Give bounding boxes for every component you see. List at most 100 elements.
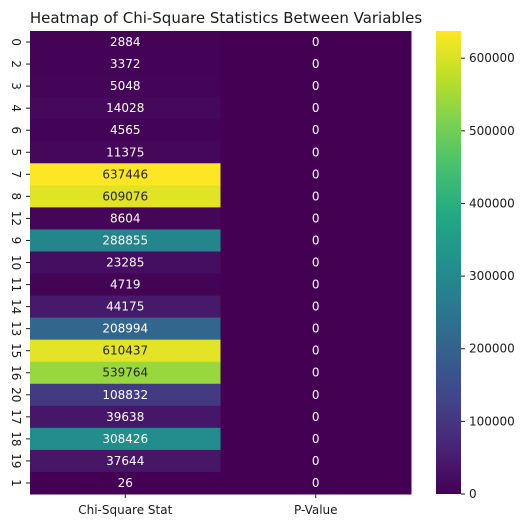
heatmap-cell <box>30 361 221 385</box>
cell-value-label: 0 <box>312 145 320 159</box>
cell-value-label: 0 <box>312 300 320 314</box>
heatmap-cell <box>30 317 221 341</box>
heatmap-cell <box>220 427 412 451</box>
heatmap-cell <box>220 229 412 252</box>
cell-value-label: 0 <box>312 454 320 468</box>
row-tick-label: 9 <box>9 237 23 245</box>
row-tick-label: 6 <box>9 126 23 134</box>
cell-value-label: 37644 <box>106 454 144 468</box>
heatmap-cell <box>30 427 221 451</box>
cell-value-label: 288855 <box>102 233 148 247</box>
colorbar-tick-label: 300000 <box>469 269 515 283</box>
heatmap-cell <box>220 361 412 385</box>
row-tick-label: 10 <box>9 255 23 270</box>
cell-value-label: 44175 <box>106 300 144 314</box>
heatmap-cell <box>220 383 412 407</box>
row-tick-label: 8 <box>9 193 23 201</box>
row-tick-label: 15 <box>9 343 23 358</box>
heatmap-cell <box>30 449 221 473</box>
heatmap-cell <box>30 207 221 230</box>
cell-value-label: 39638 <box>106 410 144 424</box>
heatmap-cell <box>220 251 412 275</box>
cell-value-label: 0 <box>312 278 320 292</box>
row-tick-label: 18 <box>9 431 23 446</box>
heatmap-cell <box>30 339 221 363</box>
heatmap-cell <box>30 31 221 54</box>
cell-value-label: 0 <box>312 344 320 358</box>
cell-value-label: 26 <box>118 476 133 490</box>
cell-value-label: 0 <box>312 366 320 380</box>
cell-value-label: 539764 <box>102 366 148 380</box>
row-tick-label: 16 <box>9 365 23 380</box>
cell-value-label: 0 <box>312 322 320 336</box>
row-tick-label: 20 <box>9 387 23 402</box>
cell-value-label: 0 <box>312 35 320 49</box>
cell-value-label: 4719 <box>110 278 141 292</box>
column-tick-labels: Chi-Square Stat P-Value <box>78 494 338 517</box>
row-tick-label: 7 <box>9 170 23 178</box>
heatmap-cell <box>220 53 412 76</box>
row-tick-label: 3 <box>9 82 23 90</box>
cell-value-label: 0 <box>312 189 320 203</box>
cell-value-label: 0 <box>312 388 320 402</box>
cell-value-label: 0 <box>312 211 320 225</box>
colorbar-tick-label: 100000 <box>469 414 515 428</box>
heatmap-cell <box>30 405 221 429</box>
heatmap-cell <box>220 185 412 208</box>
row-tick-label: 2 <box>9 60 23 68</box>
cell-value-label: 108832 <box>102 388 148 402</box>
cell-value-label: 8604 <box>110 211 141 225</box>
heatmap-cell <box>220 141 412 164</box>
heatmap-cell <box>30 185 221 208</box>
heatmap-cell <box>220 273 412 297</box>
cell-value-label: 0 <box>312 432 320 446</box>
heatmap-cell <box>220 75 412 98</box>
heatmap-cell <box>220 119 412 142</box>
heatmap-cell <box>220 317 412 341</box>
row-tick-label: 4 <box>9 104 23 112</box>
cell-value-label: 0 <box>312 123 320 137</box>
cell-value-label: 208994 <box>102 322 148 336</box>
cell-value-label: 23285 <box>106 256 144 270</box>
cell-value-label: 609076 <box>102 189 148 203</box>
cell-value-label: 610437 <box>102 344 148 358</box>
row-tick-label: 14 <box>9 299 23 314</box>
heatmap-cell <box>30 75 221 98</box>
colorbar-tick-label: 500000 <box>469 124 515 138</box>
row-tick-label: 12 <box>9 211 23 226</box>
row-tick-label: 5 <box>9 148 23 156</box>
colorbar-tick-label: 400000 <box>469 196 515 210</box>
heatmap-cell <box>220 405 412 429</box>
heatmap-cell <box>220 31 412 54</box>
row-tick-label: 11 <box>9 277 23 292</box>
heatmap-cell <box>220 339 412 363</box>
cell-value-label: 3372 <box>110 57 141 71</box>
cell-value-label: 0 <box>312 256 320 270</box>
cell-value-label: 14028 <box>106 101 144 115</box>
heatmap-cells <box>30 31 412 495</box>
row-tick-label: 0 <box>9 38 23 46</box>
cell-value-label: 11375 <box>106 145 144 159</box>
cell-labels: 2884 0 3372 0 5048 0 14028 0 4565 0 11375 0 637446 0 6… <box>102 35 319 490</box>
colorbar-tick-label: 600000 <box>469 51 515 65</box>
heatmap-cell <box>220 207 412 230</box>
row-tick-label: 19 <box>9 453 23 468</box>
heatmap-cell <box>30 229 221 252</box>
chart-title: Heatmap of Chi-Square Statistics Between… <box>30 9 423 27</box>
cell-value-label: 0 <box>312 410 320 424</box>
cell-value-label: 4565 <box>110 123 141 137</box>
colorbar-gradient <box>436 31 461 494</box>
cell-value-label: 0 <box>312 233 320 247</box>
heatmap-cell <box>220 449 412 473</box>
row-tick-label: 1 <box>9 479 23 487</box>
row-tick-labels: 0 2 3 4 6 5 7 8 12 9 10 11 14 13 15 16 20 17 18 19 1 <box>9 38 30 487</box>
heatmap-cell <box>30 251 221 275</box>
cell-value-label: 0 <box>312 167 320 181</box>
heatmap-cell <box>30 141 221 164</box>
heatmap-cell <box>30 295 221 319</box>
column-tick-label: Chi-Square Stat <box>78 503 172 517</box>
heatmap-cell <box>30 53 221 76</box>
cell-value-label: 0 <box>312 476 320 490</box>
heatmap-cell <box>30 119 221 142</box>
